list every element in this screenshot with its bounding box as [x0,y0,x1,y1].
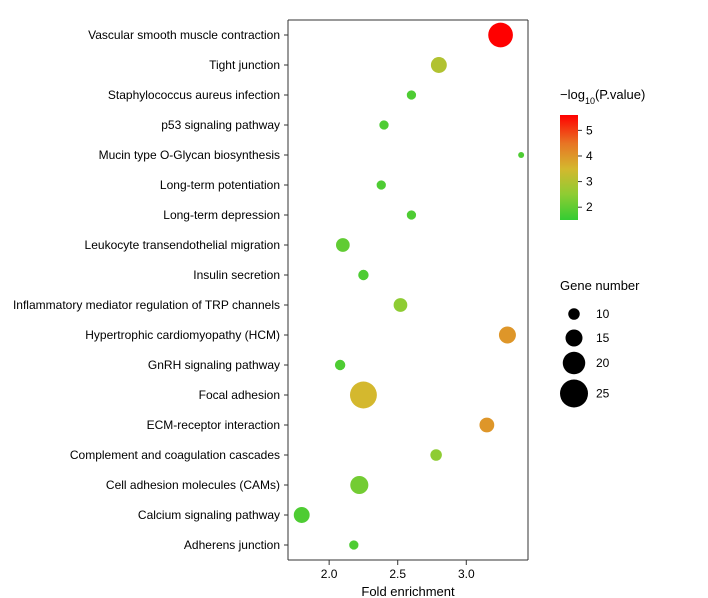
bubble-point [407,90,416,99]
bubble-point [394,298,408,312]
category-label: Calcium signaling pathway [138,508,280,522]
category-label: Adherens junction [184,538,280,552]
x-tick-label: 3.0 [458,567,475,581]
legend-color-title: −log10(P.value) [560,87,645,106]
legend-color-tick: 4 [586,149,593,163]
legend-color-tick: 3 [586,175,593,189]
bubble-point [294,507,310,523]
bubble-point [336,238,350,252]
x-tick-label: 2.0 [321,567,338,581]
category-label: Mucin type O-Glycan biosynthesis [99,148,280,162]
category-label: Long-term potentiation [160,178,280,192]
legend-size-label: 15 [596,331,610,345]
bubble-point [350,476,368,494]
legend-size-label: 25 [596,387,610,401]
category-label: Tight junction [209,58,280,72]
bubble-point [407,210,416,219]
bubble-point [350,382,377,409]
x-axis-title: Fold enrichment [361,584,455,598]
bubble-point [358,270,368,280]
legend-color-tick: 2 [586,200,593,214]
legend-size-bubble [563,352,586,375]
bubble-point [479,418,494,433]
bubble-point [349,540,358,549]
bubble-point [335,360,345,370]
category-label: Hypertrophic cardiomyopathy (HCM) [85,328,280,342]
legend-color-tick: 5 [586,123,593,137]
category-label: Vascular smooth muscle contraction [88,28,280,42]
legend-size-label: 10 [596,307,610,321]
category-label: Insulin secretion [193,268,280,282]
bubble-point [377,180,386,189]
bubble-chart: Vascular smooth muscle contraction Tight … [0,0,708,598]
legend-size-label: 20 [596,356,610,370]
category-label: Focal adhesion [199,388,280,402]
bubble-point [379,120,388,129]
bubble-point [518,152,524,158]
category-label: Staphylococcus aureus infection [108,88,280,102]
category-label: Inflammatory mediator regulation of TRP … [13,298,280,312]
legend-size-title: Gene number [560,278,640,293]
x-tick-label: 2.5 [389,567,406,581]
category-label: ECM-receptor interaction [147,418,280,432]
bubble-point [431,57,447,73]
category-label: Long-term depression [163,208,280,222]
legend-size-bubble [566,330,583,347]
category-label: Cell adhesion molecules (CAMs) [106,478,280,492]
category-label: Complement and coagulation cascades [70,448,280,462]
bubble-point [430,449,442,461]
legend-color-bar [560,115,578,220]
bubble-point [488,23,513,48]
category-label: GnRH signaling pathway [148,358,280,372]
category-label: Leukocyte transendothelial migration [85,238,280,252]
legend-size-bubble [568,308,580,320]
category-label: p53 signaling pathway [161,118,280,132]
legend-size-bubble [560,380,588,408]
bubble-point [499,327,516,344]
